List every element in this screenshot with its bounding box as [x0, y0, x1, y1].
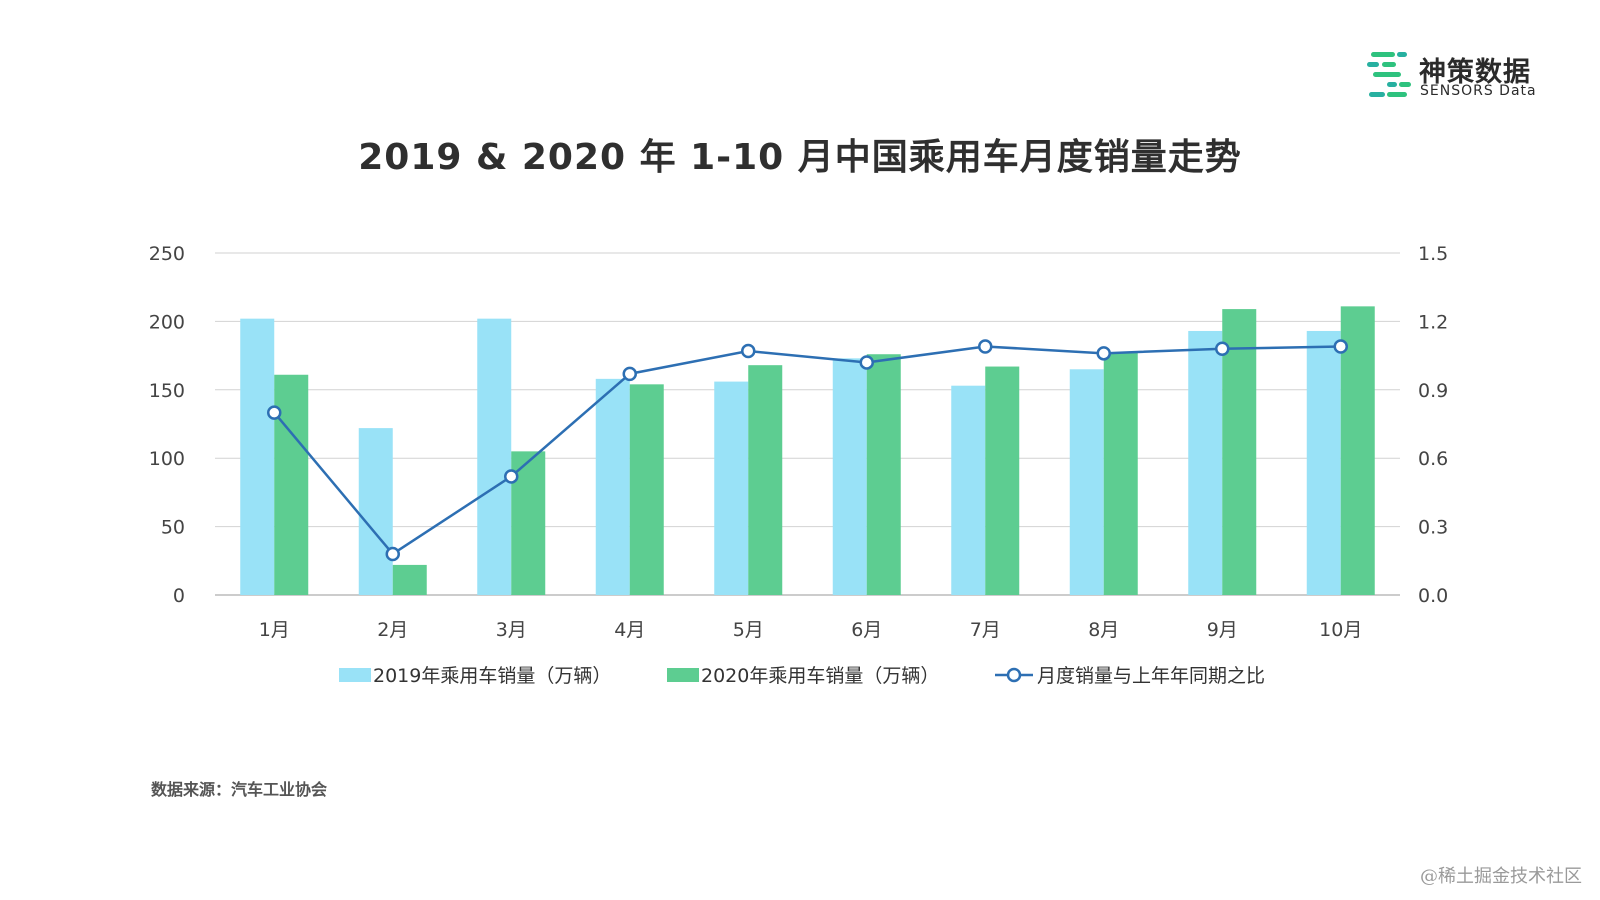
- legend-swatch-2020: [667, 668, 699, 682]
- y-left-tick-label: 0: [173, 585, 185, 607]
- y-right-tick-label: 1.2: [1418, 311, 1448, 333]
- bar-2020: [866, 354, 901, 595]
- x-tick-label: 10月: [1319, 619, 1362, 641]
- brand-name-en: SENSORS Data: [1420, 83, 1537, 99]
- y-left-tick-label: 50: [161, 517, 185, 539]
- y-left-tick-label: 200: [149, 311, 185, 333]
- y-right-tick-label: 0.0: [1418, 585, 1448, 607]
- bar-2019: [358, 428, 393, 595]
- legend-label-2020: 2020年乘用车销量（万辆）: [701, 665, 939, 687]
- bar-2020: [392, 564, 427, 595]
- bar-2019: [1069, 369, 1104, 595]
- y-right-tick-label: 1.5: [1418, 243, 1448, 265]
- ratio-point: [504, 469, 519, 484]
- ratio-point: [1333, 339, 1348, 354]
- x-tick-label: 3月: [496, 619, 527, 641]
- bar-2020: [985, 366, 1020, 595]
- x-tick-label: 2月: [377, 619, 408, 641]
- chart-title: 2019 & 2020 年 1-10 月中国乘用车月度销量走势: [358, 137, 1242, 178]
- bar-2019: [832, 358, 867, 595]
- brand-name-cn: 神策数据: [1419, 57, 1531, 88]
- sensors-logo-icon: [1367, 52, 1411, 97]
- legend-label-ratio: 月度销量与上年年同期之比: [1037, 665, 1265, 687]
- y-right-tick-label: 0.9: [1418, 380, 1448, 402]
- y-right-tick-label: 0.3: [1418, 517, 1448, 539]
- y-right-tick-label: 0.6: [1418, 448, 1448, 470]
- bar-2020: [1103, 352, 1138, 595]
- ratio-point: [622, 366, 637, 382]
- watermark: @稀土掘金技术社区: [1420, 866, 1582, 887]
- bar-2019: [714, 381, 749, 595]
- x-tick-label: 7月: [970, 619, 1001, 641]
- bar-2019: [595, 378, 630, 595]
- y-left-tick-label: 150: [149, 380, 185, 402]
- bar-2020: [629, 384, 664, 595]
- bar-2020: [1340, 306, 1375, 595]
- legend-swatch-2019: [339, 668, 371, 682]
- bar-2020: [748, 365, 783, 595]
- x-tick-label: 1月: [259, 619, 290, 641]
- x-tick-label: 4月: [614, 619, 645, 641]
- y-left-tick-label: 250: [149, 243, 185, 265]
- bar-2019: [240, 318, 275, 595]
- x-tick-label: 5月: [733, 619, 764, 641]
- ratio-line: [273, 345, 1341, 556]
- bar-2019: [951, 385, 986, 595]
- data-source-note: 数据来源：汽车工业协会: [151, 780, 328, 799]
- ratio-point: [859, 355, 874, 370]
- bar-2019: [1306, 330, 1341, 595]
- legend-marker-ratio: [1006, 667, 1022, 683]
- brand-logo: 神策数据 SENSORS Data: [1367, 50, 1547, 108]
- legend-label-2019: 2019年乘用车销量（万辆）: [373, 665, 611, 687]
- bar-2020: [1222, 309, 1257, 595]
- x-tick-label: 9月: [1207, 619, 1238, 641]
- bar-2019: [1188, 330, 1223, 595]
- bar-2019: [477, 318, 512, 595]
- ratio-point: [741, 343, 756, 359]
- y-left-tick-label: 100: [149, 448, 185, 470]
- ratio-point: [385, 546, 400, 562]
- ratio-point: [267, 405, 282, 420]
- x-tick-label: 8月: [1088, 619, 1119, 641]
- ratio-point: [1096, 346, 1111, 361]
- ratio-point: [1215, 341, 1230, 357]
- ratio-point: [978, 339, 993, 354]
- x-tick-label: 6月: [851, 619, 882, 641]
